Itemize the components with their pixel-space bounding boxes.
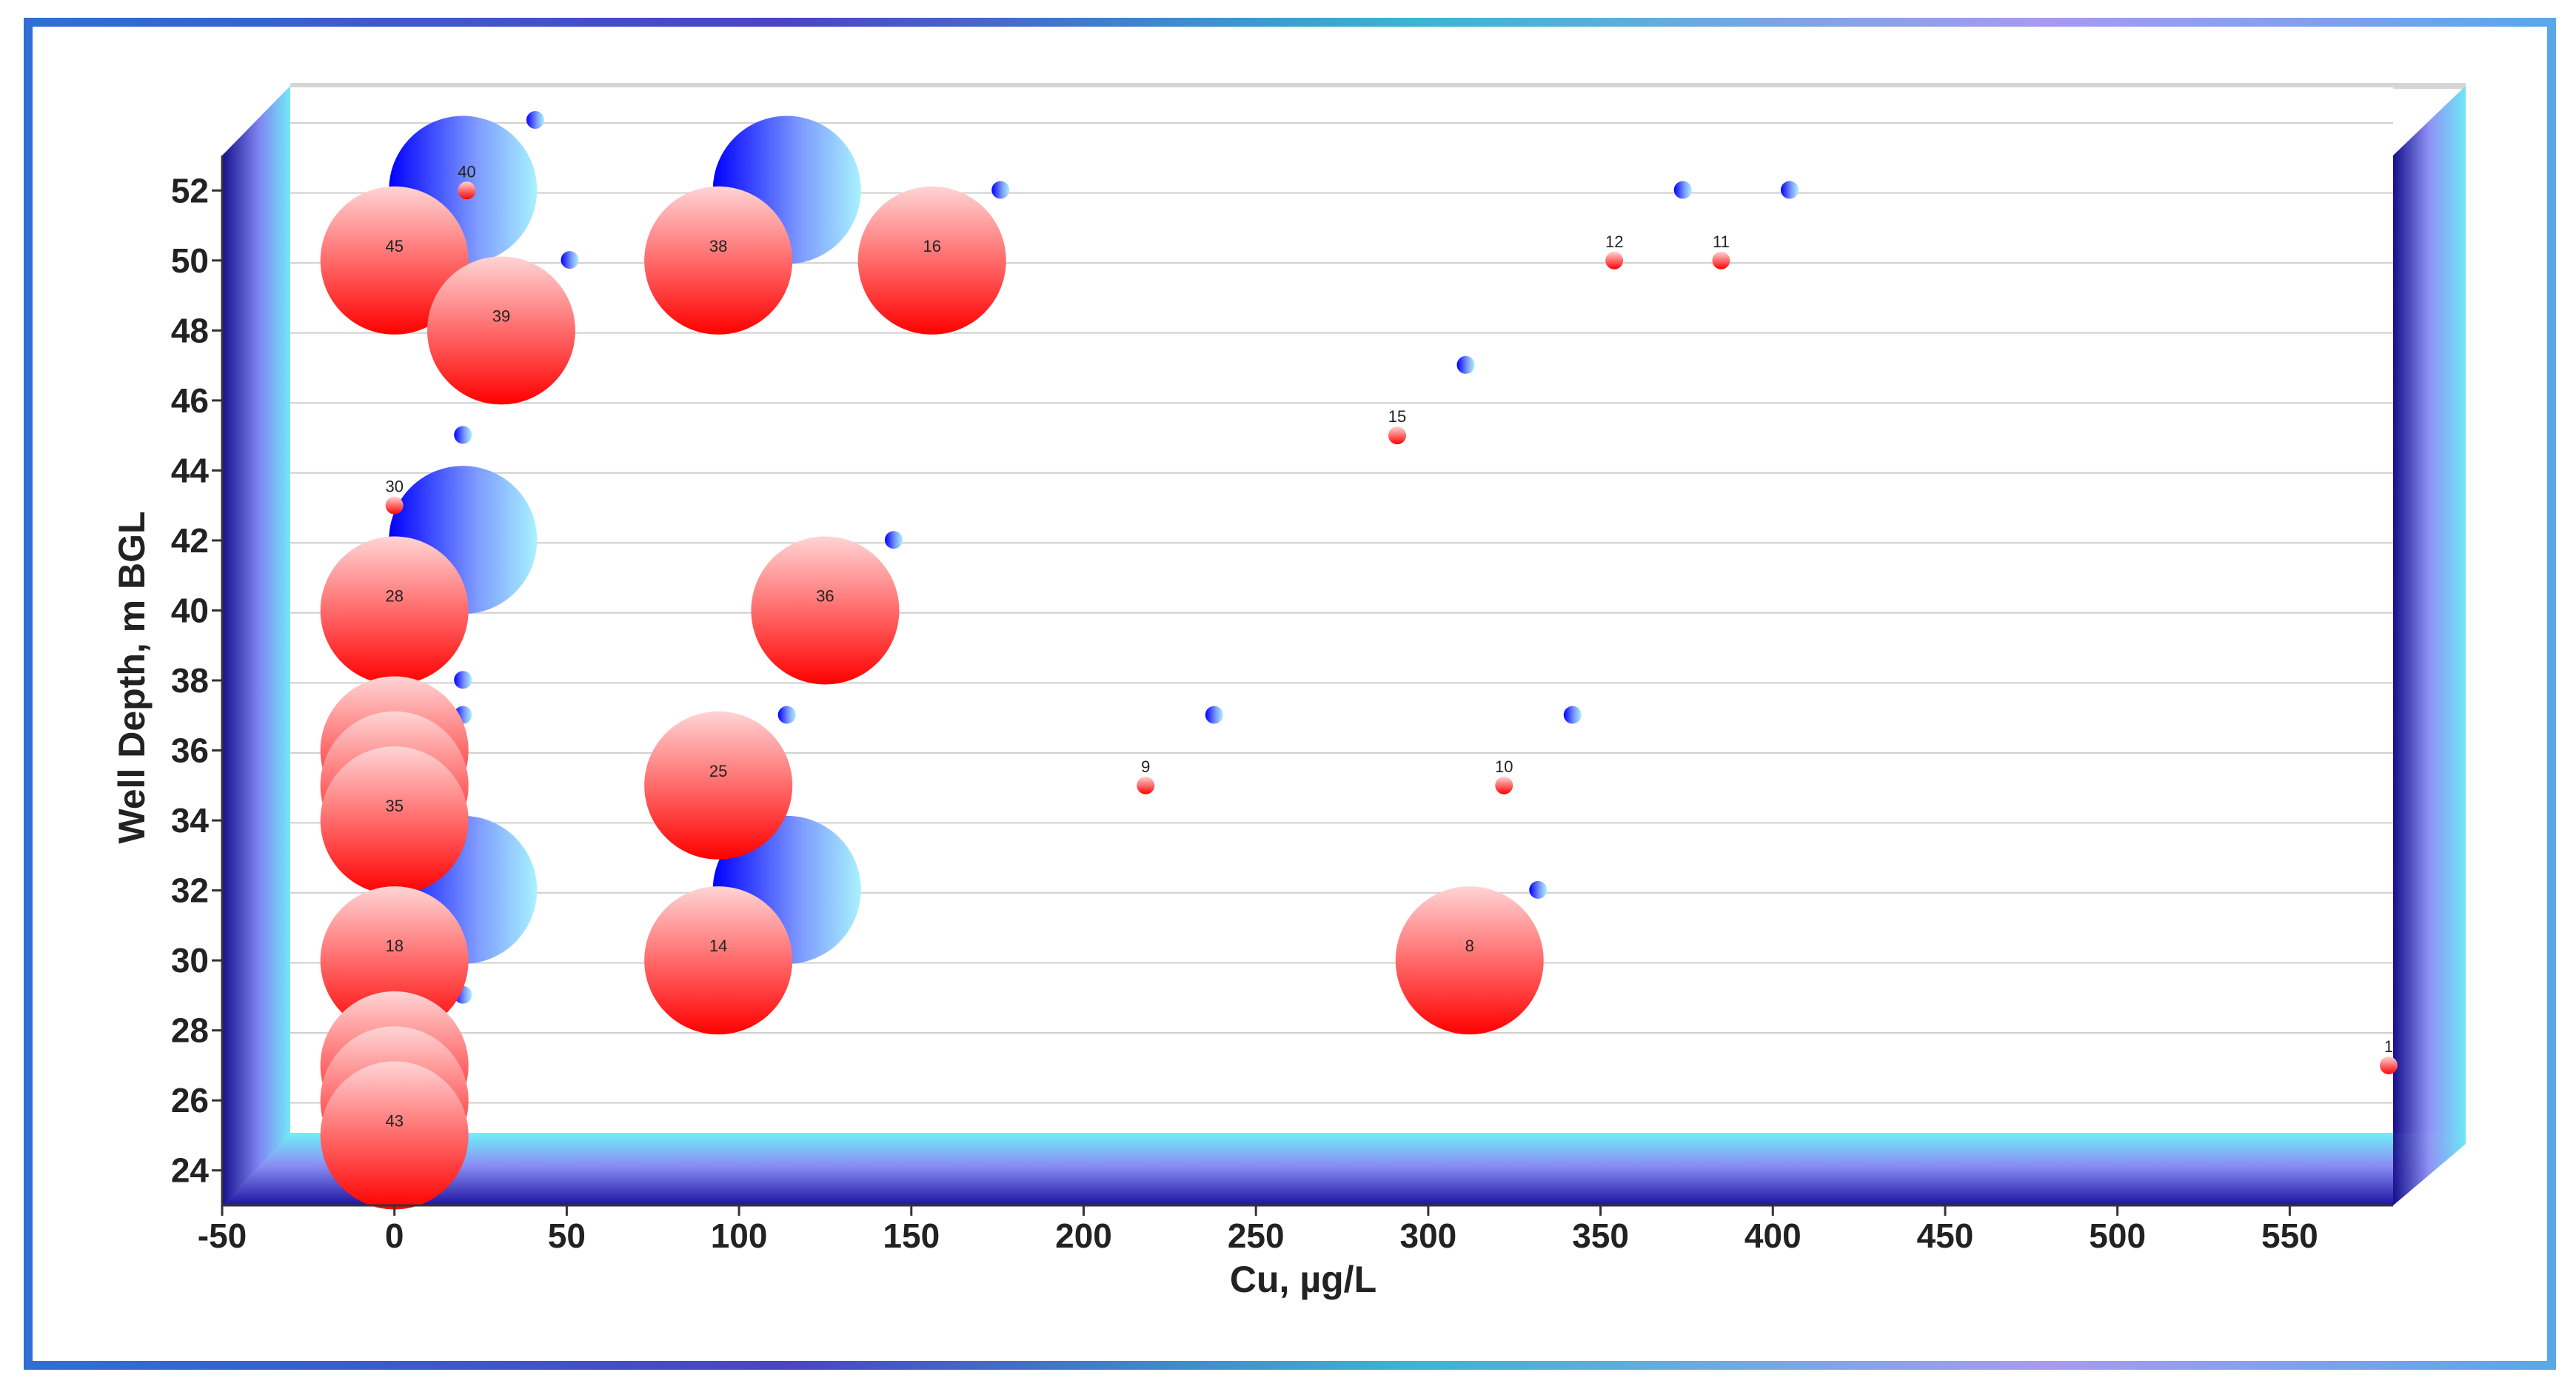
plot-area bbox=[290, 87, 2393, 1133]
y-tick-label: 36 bbox=[171, 732, 209, 770]
back-bubble bbox=[1563, 706, 1582, 724]
bubble-label: 38 bbox=[709, 237, 727, 255]
x-tick-label: -50 bbox=[198, 1216, 247, 1255]
y-tick-label: 24 bbox=[171, 1151, 210, 1190]
front-bubble bbox=[2380, 1056, 2398, 1074]
front-bubble bbox=[320, 1061, 469, 1210]
back-bubble bbox=[1673, 181, 1692, 199]
bubble-label: 9 bbox=[1141, 757, 1150, 776]
y-tick-label: 32 bbox=[171, 871, 209, 910]
front-bubble bbox=[1605, 251, 1624, 270]
front-bubble bbox=[1137, 776, 1155, 794]
x-tick-label: 450 bbox=[1917, 1216, 1974, 1255]
y-tick-label: 48 bbox=[171, 311, 209, 349]
x-tick-label: 550 bbox=[2261, 1216, 2318, 1255]
bubble-label: 8 bbox=[1465, 937, 1474, 955]
gridlines bbox=[290, 122, 2393, 1104]
back-bubble bbox=[1205, 706, 1223, 724]
front-bubble bbox=[644, 711, 793, 860]
bubble-label: 28 bbox=[385, 586, 403, 605]
front-bubble bbox=[320, 746, 469, 895]
bubble-label: 43 bbox=[385, 1111, 403, 1130]
bubble-label: 39 bbox=[492, 307, 510, 325]
y-tick-label: 42 bbox=[171, 521, 209, 560]
front-bubble bbox=[644, 186, 793, 335]
bubble-label: 35 bbox=[385, 797, 403, 815]
x-tick-label: 250 bbox=[1228, 1216, 1285, 1255]
bubble-label: 12 bbox=[1605, 232, 1623, 251]
y-tick-label: 52 bbox=[171, 171, 209, 210]
front-bubble bbox=[751, 536, 900, 685]
front-bubble bbox=[320, 186, 469, 335]
front-bubble bbox=[385, 496, 404, 515]
y-tick-label: 30 bbox=[171, 941, 209, 980]
y-axis-title: Well Depth, m BGL bbox=[111, 511, 153, 843]
front-bubble bbox=[320, 886, 469, 1035]
y-tick-label: 46 bbox=[171, 381, 209, 420]
front-bubble bbox=[644, 886, 793, 1035]
y-tick-label: 28 bbox=[171, 1011, 209, 1050]
x-tick-label: 0 bbox=[385, 1216, 404, 1255]
y-tick-label: 40 bbox=[171, 591, 209, 629]
left-wall bbox=[222, 86, 290, 1205]
bubble-label: 25 bbox=[709, 762, 727, 780]
y-tick-label: 26 bbox=[171, 1081, 209, 1119]
x-axis-ticks: -50 0 50 100 150 200 250 300 350 400 450 500 550 bbox=[198, 1205, 2318, 1255]
front-bubble bbox=[1395, 886, 1544, 1035]
x-tick-label: 150 bbox=[883, 1216, 940, 1255]
front-bubble bbox=[320, 536, 469, 685]
right-wall-front bbox=[2393, 86, 2466, 1205]
front-bubble bbox=[1712, 251, 1730, 270]
x-tick-label: 100 bbox=[711, 1216, 768, 1255]
x-axis-title: Cu, µg/L bbox=[1230, 1259, 1376, 1300]
back-bubble bbox=[454, 426, 472, 444]
bubble-label: 45 bbox=[385, 237, 403, 255]
y-axis-ticks: 24 26 28 30 32 34 36 38 40 42 44 46 48 50 52 bbox=[171, 171, 222, 1190]
bubble-label: 36 bbox=[816, 586, 834, 605]
back-bubble bbox=[561, 251, 579, 270]
bubble-label: 16 bbox=[923, 237, 940, 255]
x-tick-label: 200 bbox=[1055, 1216, 1112, 1255]
back-bubble bbox=[526, 111, 544, 129]
y-tick-label: 44 bbox=[171, 451, 210, 489]
floor bbox=[222, 1133, 2466, 1205]
bubble-label: 40 bbox=[458, 162, 475, 181]
y-tick-label: 50 bbox=[171, 241, 209, 280]
bubble-label: 11 bbox=[1713, 232, 1730, 251]
x-tick-label: 50 bbox=[548, 1216, 586, 1255]
front-bubble bbox=[857, 186, 1006, 335]
y-tick-label: 38 bbox=[171, 661, 209, 700]
back-bubble bbox=[454, 671, 472, 689]
bubble-label: 14 bbox=[709, 937, 727, 955]
bubble-label: 15 bbox=[1388, 407, 1406, 426]
y-tick-label: 34 bbox=[171, 801, 210, 840]
front-bubble bbox=[426, 256, 575, 405]
x-tick-label: 500 bbox=[2089, 1216, 2146, 1255]
front-bubble bbox=[1388, 426, 1407, 445]
bubble-label: 18 bbox=[385, 937, 403, 955]
back-bubble bbox=[1529, 880, 1548, 899]
x-tick-label: 400 bbox=[1744, 1216, 1801, 1255]
x-tick-label: 350 bbox=[1572, 1216, 1629, 1255]
front-series: 4540393816121115302836213335259101814827… bbox=[320, 162, 2398, 1210]
bubble-label: 1 bbox=[2384, 1037, 2393, 1056]
x-tick-label: 300 bbox=[1400, 1216, 1457, 1255]
back-bubble bbox=[884, 531, 903, 549]
back-bubble bbox=[777, 706, 796, 724]
back-bubble bbox=[991, 181, 1010, 199]
back-bubble bbox=[1781, 181, 1799, 199]
front-bubble bbox=[458, 181, 476, 200]
front-bubble bbox=[1495, 776, 1513, 794]
bubble-label: 30 bbox=[385, 478, 403, 496]
bubble-label: 10 bbox=[1495, 757, 1513, 776]
back-bubble bbox=[1456, 355, 1475, 374]
